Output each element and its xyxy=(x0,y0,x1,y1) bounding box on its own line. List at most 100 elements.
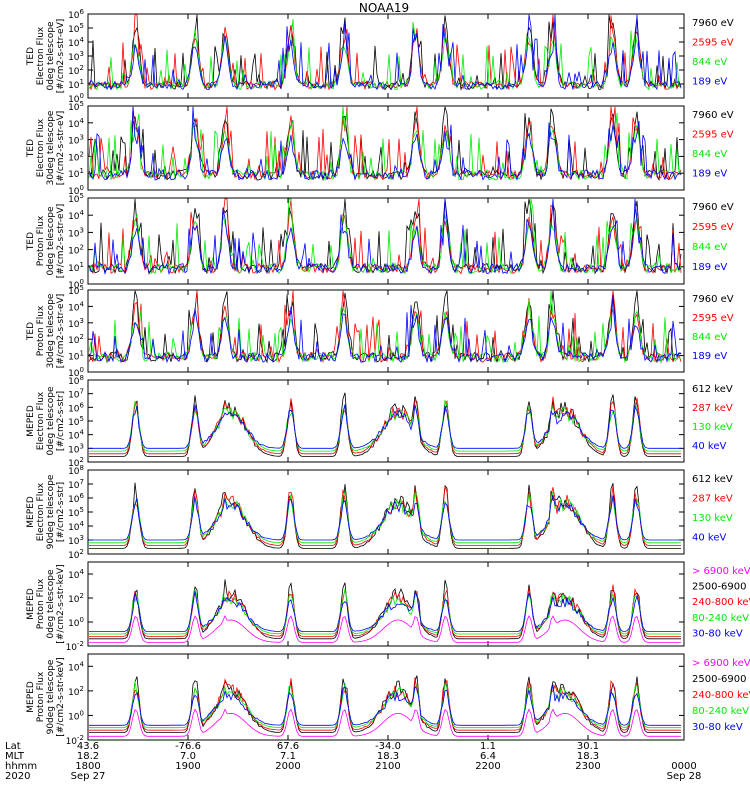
y-axis-label-line: MEPED xyxy=(26,405,36,437)
y-axis-label-line: Electron Flux xyxy=(36,26,46,85)
y-tick-label: 100 xyxy=(68,709,84,722)
panel-frame xyxy=(88,380,684,462)
y-axis-label-line: Proton Flux xyxy=(36,578,46,629)
series-line xyxy=(89,107,681,180)
y-tick-label: 104 xyxy=(68,660,84,673)
y-axis-label-line: 30deg telescope xyxy=(46,110,56,185)
x-tick-date: Sep 27 xyxy=(71,771,106,782)
y-tick-label: 103 xyxy=(68,534,84,547)
series-line xyxy=(89,495,681,540)
y-tick-label: 104 xyxy=(68,568,84,581)
legend-entry: > 6900 keV xyxy=(692,658,750,669)
y-axis-label-line: Proton Flux xyxy=(36,215,46,266)
y-tick-label: 105 xyxy=(68,415,84,428)
y-axis-label-line: [#/cm2-s-str-eV] xyxy=(56,294,66,369)
legend-entry: 2595 eV xyxy=(692,222,734,233)
legend-entry: 612 keV xyxy=(692,384,733,395)
y-axis-label: MEPED Electron Flux 90deg telescope [#/cm2-… xyxy=(26,474,66,549)
y-tick-label: 102 xyxy=(68,150,84,163)
series-line xyxy=(89,291,681,362)
y-tick-label: 103 xyxy=(68,442,84,455)
y-tick-label: 104 xyxy=(68,429,84,442)
legend-entry: 7960 eV xyxy=(692,202,734,213)
y-axis-label-line: [#/cm2-s-str] xyxy=(56,482,66,542)
y-tick-label: 104 xyxy=(68,520,84,533)
y-tick-label: 101 xyxy=(68,350,84,363)
series-line xyxy=(89,486,681,546)
series-line xyxy=(89,15,681,90)
y-tick-label: 102 xyxy=(68,592,84,605)
y-tick-label: 103 xyxy=(68,226,84,239)
y-tick-label: 10-2 xyxy=(66,640,84,653)
legend-entry: 240-800 keV xyxy=(692,597,750,608)
legend-entry: 130 keV xyxy=(692,513,733,524)
legend-entry: 189 eV xyxy=(692,77,727,88)
y-tick-label: 102 xyxy=(68,244,84,257)
y-axis-label: MEPED Proton Flux 0deg telescope [#/cm2-s-s… xyxy=(26,564,66,643)
legend-entry: 189 eV xyxy=(692,262,727,273)
multi-panel-chart: NOAA19 100101102103104105106TED Electron … xyxy=(0,0,750,800)
series-line xyxy=(89,393,681,457)
y-tick-label: 103 xyxy=(68,134,84,147)
legend-entry: 2500-6900 xyxy=(692,582,747,593)
y-axis-label: TED Electron Flux 30deg telescope [#/cm2-s-… xyxy=(26,110,66,185)
series-line xyxy=(89,19,681,89)
y-axis-label: MEPED Proton Flux 90deg telescope [#/cm2-s-… xyxy=(26,657,66,736)
legend-entry: 287 keV xyxy=(692,494,733,505)
y-tick-label: 105 xyxy=(68,506,84,519)
x-tick-hhmm: 2200 xyxy=(475,761,500,772)
legend-entry: > 6900 keV xyxy=(692,566,750,577)
y-axis-label-line: MEPED xyxy=(26,588,36,620)
y-axis-label: TED Proton Flux 0deg telescope [#/cm2-s-str… xyxy=(26,204,66,279)
panel-6: 102103104105106107108MEPED Electron Flux 9… xyxy=(26,464,733,561)
legend-entry: 844 eV xyxy=(692,332,727,343)
noaa19-plot-page: NOAA19 100 101 102 103 104 105 106 TED Electron … xyxy=(0,0,750,800)
series-line xyxy=(89,15,681,90)
y-tick-label: 104 xyxy=(68,209,84,222)
x-row-label: 2020 xyxy=(5,771,30,782)
y-tick-label: 107 xyxy=(68,388,84,401)
y-tick-label: 102 xyxy=(68,333,84,346)
y-tick-label: 101 xyxy=(68,261,84,274)
y-tick-label: 106 xyxy=(68,492,84,505)
series-line xyxy=(89,199,681,274)
legend-entry: 844 eV xyxy=(692,57,727,68)
y-axis-label-line: TED xyxy=(26,139,36,158)
legend-entry: 612 keV xyxy=(692,474,733,485)
series-line xyxy=(89,400,681,451)
y-axis-label-line: 0deg telescope xyxy=(46,386,56,456)
y-tick-label: 103 xyxy=(68,50,84,63)
y-axis-label-line: 0deg telescope xyxy=(46,21,56,91)
legend-entry: 7960 eV xyxy=(692,110,734,121)
legend-entry: 844 eV xyxy=(692,149,727,160)
panel-8: 10-2100102104MEPED Proton Flux 90deg teles… xyxy=(26,654,750,747)
y-axis-label: MEPED Electron Flux 0deg telescope [#/cm2-s… xyxy=(26,386,66,456)
y-axis-label-line: 30deg telescope xyxy=(46,293,56,368)
y-tick-label: 101 xyxy=(68,78,84,91)
y-axis-label-line: Electron Flux xyxy=(36,391,46,450)
y-tick-label: 104 xyxy=(68,36,84,49)
legend-entry: 287 keV xyxy=(692,403,733,414)
panel-4: 100101102103104105TED Proton Flux 30deg te… xyxy=(26,284,734,379)
y-tick-label: 107 xyxy=(68,478,84,491)
legend-entry: 240-800 keV xyxy=(692,690,750,701)
y-tick-label: 106 xyxy=(68,8,84,21)
y-axis-label-line: 0deg telescope xyxy=(46,206,56,276)
y-axis-label-line: [#/cm2-s-str-keV] xyxy=(56,564,66,643)
y-axis-label-line: MEPED xyxy=(26,496,36,528)
y-axis-label-line: TED xyxy=(26,47,36,66)
x-tick-hhmm: 1900 xyxy=(175,761,200,772)
y-axis-label-line: 0deg telescope xyxy=(46,569,56,639)
x-tick-hhmm: 2000 xyxy=(275,761,300,772)
y-axis-label-line: MEPED xyxy=(26,681,36,713)
panel-frame xyxy=(88,470,684,554)
x-tick-hhmm: 2100 xyxy=(375,761,400,772)
y-axis-label: TED Proton Flux 30deg telescope [#/cm2-s-st… xyxy=(26,293,66,368)
legend-entry: 80-240 keV xyxy=(692,613,749,624)
legend-entry: 7960 eV xyxy=(692,294,734,305)
y-tick-label: 104 xyxy=(68,117,84,130)
